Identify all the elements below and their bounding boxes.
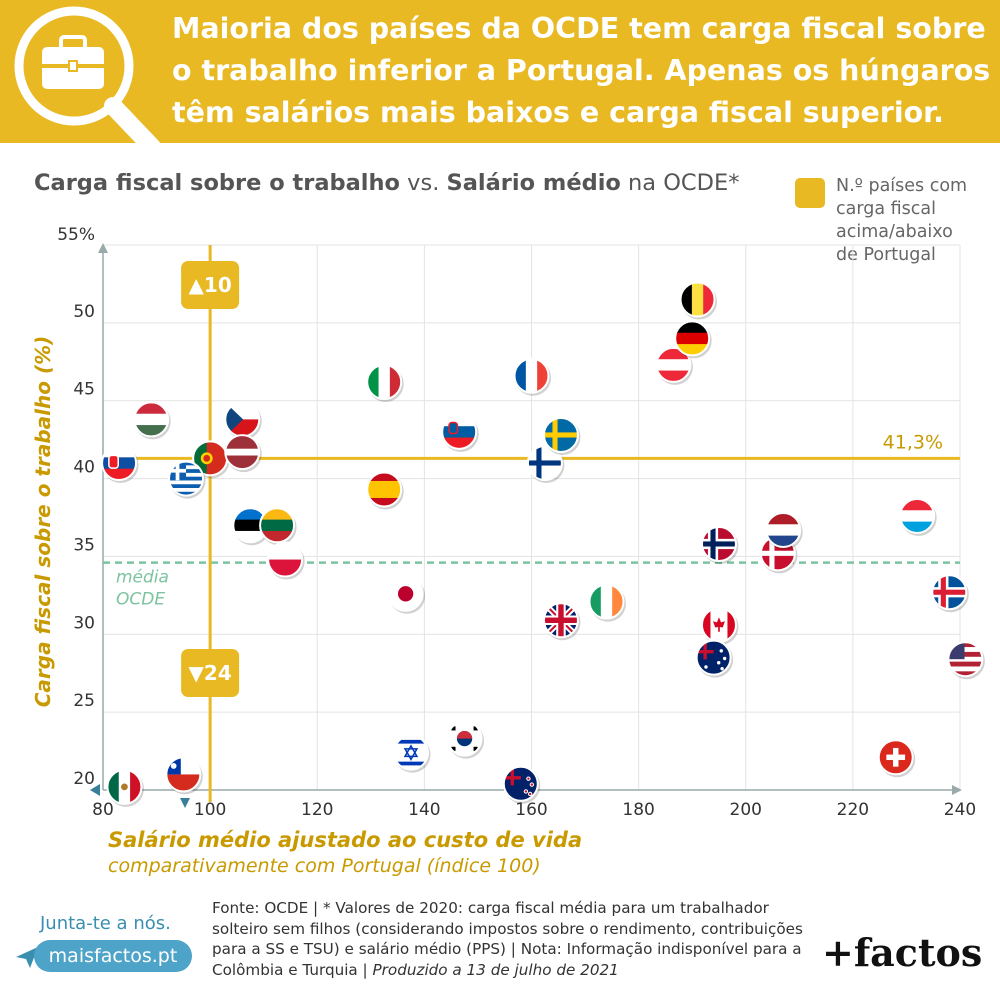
svg-text:▲10: ▲10	[189, 273, 232, 297]
mexico-flag	[107, 769, 142, 804]
data-point-netherlands	[765, 511, 803, 550]
data-point-hungary	[133, 401, 171, 440]
y-tick-label: 35	[73, 535, 95, 555]
join-text: Junta-te a nós.	[40, 913, 171, 934]
below-count-badge: ▼24	[181, 649, 240, 697]
x-tick-label: 140	[408, 800, 440, 820]
y-tick-label: 55%	[57, 225, 95, 245]
svg-text:▼24: ▼24	[189, 661, 232, 685]
y-tick-label: 20	[73, 769, 95, 789]
data-point-israel	[392, 734, 431, 773]
data-point-uk	[542, 602, 581, 641]
poland-flag	[268, 542, 303, 577]
data-point-slovenia	[441, 413, 479, 452]
data-point-poland	[267, 541, 305, 580]
data-point-switzerland	[877, 739, 916, 778]
above-count-badge: ▲10	[181, 261, 240, 309]
y-tick-label: 25	[73, 691, 95, 711]
data-point-iceland	[931, 574, 969, 613]
y-tick-label: 50	[73, 302, 95, 322]
portugal-tax-label: 41,3%	[883, 431, 943, 453]
paper-plane-icon	[16, 947, 38, 968]
data-point-spain	[366, 471, 404, 510]
x-tick-label: 180	[622, 800, 654, 820]
data-point-italy	[366, 364, 404, 403]
legend-swatch	[795, 178, 825, 208]
y-tick-label: 40	[73, 458, 95, 478]
chart-subtitle: Carga fiscal sobre o trabalho vs. Salári…	[34, 170, 740, 196]
ireland-flag	[589, 584, 624, 619]
header-banner	[0, 0, 1000, 143]
greece-flag	[169, 461, 204, 496]
x-tick-label: 200	[730, 800, 762, 820]
data-point-belgium	[679, 281, 718, 320]
data-point-canada	[700, 606, 739, 645]
oecd-mean-label: média	[116, 568, 169, 588]
data-point-sweden	[542, 416, 581, 455]
data-point-new-zealand	[502, 765, 541, 804]
down-arrow	[180, 798, 190, 808]
france-flag	[514, 358, 549, 393]
data-point-luxembourg	[899, 497, 937, 536]
data-point-australia	[695, 639, 734, 678]
y-tick-label: 30	[73, 613, 95, 633]
netherlands-flag	[766, 512, 801, 547]
data-point-ireland	[588, 583, 626, 622]
data-point-lithuania	[259, 507, 297, 546]
czechia-flag	[225, 402, 260, 437]
data-point-austria	[655, 346, 693, 385]
x-tick-label: 160	[515, 800, 547, 820]
x-axis-subtitle: comparativamente com Portugal (índice 10…	[108, 855, 541, 877]
x-tick-label: 80	[92, 800, 114, 820]
briefcase-magnifier-icon	[14, 6, 161, 156]
hungary-flag	[134, 402, 169, 437]
x-tick-label: 100	[194, 800, 226, 820]
slovakia-flag	[102, 446, 137, 480]
data-point-germany	[674, 320, 712, 359]
site-link[interactable]: maisfactos.pt	[34, 940, 192, 972]
y-axis-title: Carga fiscal sobre o trabalho (%)	[31, 336, 55, 708]
data-point-greece	[168, 460, 206, 499]
data-point-mexico	[106, 768, 144, 807]
headline: Maioria dos países da OCDE tem carga fis…	[172, 12, 991, 129]
oecd-mean-label: OCDE	[116, 590, 165, 610]
brand-logo: +factos	[822, 930, 983, 975]
data-point-latvia	[224, 434, 262, 473]
left-arrow	[90, 784, 100, 796]
data-point-czechia	[224, 401, 262, 440]
data-point-chile	[165, 756, 203, 795]
x-axis-title: Salário médio ajustado ao custo de vida	[108, 828, 583, 852]
belgium-flag	[680, 282, 715, 317]
scatter-chart: 80 100 120 140 160 180 200 220 240 20 25 30 35 40 45 50…	[31, 225, 985, 820]
canada-flag	[701, 607, 736, 642]
austria-flag	[656, 347, 691, 382]
data-point-france	[513, 357, 551, 396]
data-point-usa	[947, 641, 985, 680]
lithuania-flag	[260, 508, 295, 543]
chile-flag	[166, 757, 201, 792]
italy-flag	[367, 365, 402, 400]
y-axis-arrow	[98, 243, 108, 253]
data-point-slovakia	[101, 445, 139, 483]
x-tick-label: 240	[944, 800, 976, 820]
luxembourg-flag	[900, 498, 935, 533]
estonia-flag	[233, 508, 268, 543]
slovenia-flag	[442, 414, 477, 449]
x-tick-label: 220	[837, 800, 869, 820]
germany-flag	[675, 321, 710, 356]
x-tick-label: 120	[301, 800, 333, 820]
source-note: Fonte: OCDE | * Valores de 2020: carga f…	[212, 899, 803, 979]
data-point-japan	[387, 575, 426, 614]
data-point-norway	[700, 525, 739, 564]
y-tick-label: 45	[73, 380, 95, 400]
data-point-south-korea	[446, 720, 485, 759]
x-axis-arrow	[952, 785, 962, 795]
